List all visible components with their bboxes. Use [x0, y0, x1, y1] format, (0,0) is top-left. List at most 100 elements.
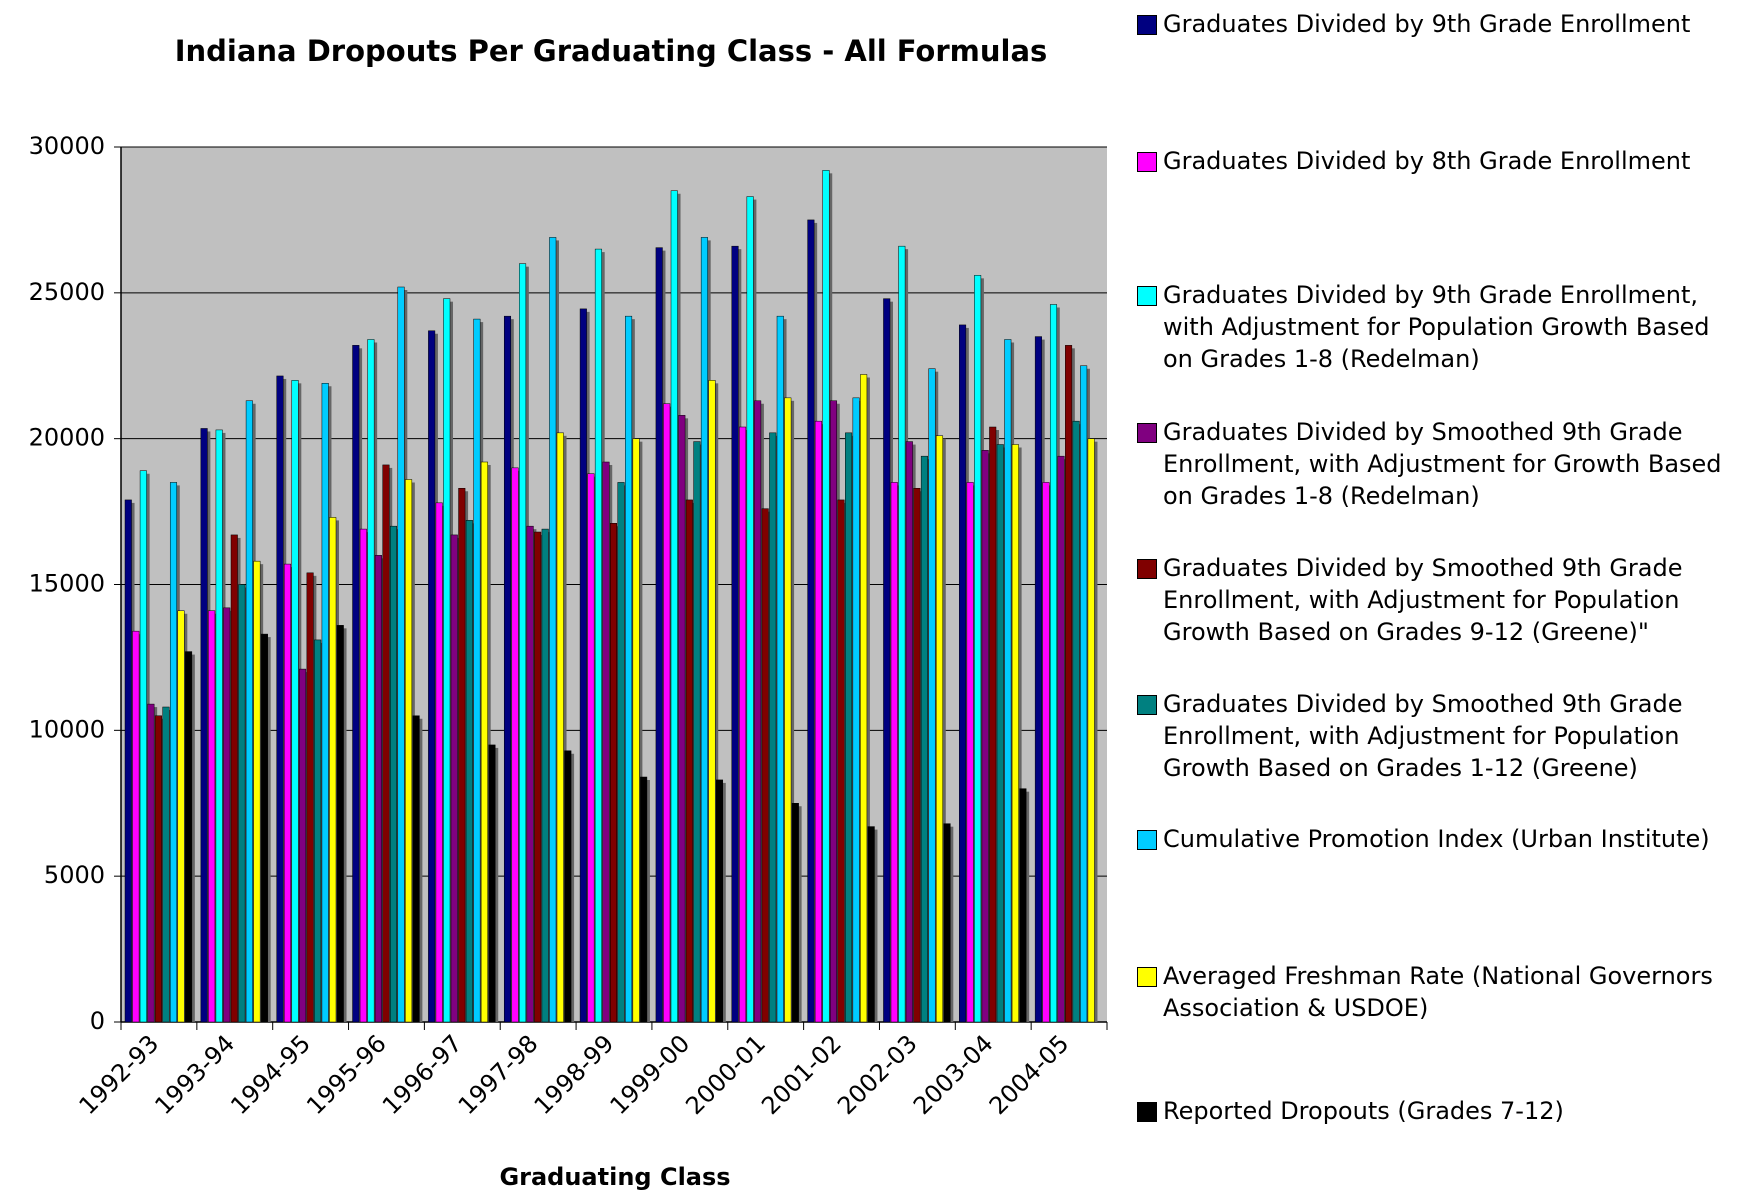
- x-tick-label: 2003-04: [908, 1029, 999, 1120]
- legend-label: Graduates Divided by Smoothed 9th Grade …: [1163, 418, 1722, 510]
- bar: [898, 245, 906, 1023]
- bar: [890, 482, 898, 1023]
- bar: [200, 428, 208, 1023]
- bar: [602, 461, 610, 1023]
- bar: [412, 715, 420, 1023]
- legend-item: Graduates Divided by Smoothed 9th Grade …: [1137, 688, 1733, 784]
- bar: [746, 196, 754, 1023]
- bar: [1019, 788, 1027, 1023]
- legend-item: Graduates Divided by Smoothed 9th Grade …: [1137, 552, 1733, 648]
- legend-item: Graduates Divided by 9th Grade Enrollmen…: [1137, 279, 1733, 375]
- legend-swatch: [1137, 423, 1157, 443]
- bar: [761, 508, 769, 1023]
- bar: [450, 534, 458, 1023]
- bar: [367, 339, 375, 1023]
- bar: [693, 441, 701, 1023]
- legend-swatch: [1137, 15, 1157, 35]
- y-tick-label: 30000: [29, 132, 105, 160]
- bar: [405, 479, 413, 1023]
- bar: [1065, 345, 1073, 1023]
- bar: [314, 639, 322, 1023]
- bar: [465, 520, 473, 1023]
- bar: [867, 826, 875, 1023]
- bar: [617, 482, 625, 1023]
- x-tick-label: 1999-00: [605, 1029, 696, 1120]
- x-tick-label: 1997-98: [453, 1029, 544, 1120]
- bar: [336, 625, 344, 1023]
- bar: [443, 298, 451, 1023]
- bar: [791, 803, 799, 1023]
- bar: [852, 397, 860, 1023]
- y-tick-label: 5000: [44, 861, 105, 889]
- bar: [245, 400, 253, 1023]
- bar: [238, 584, 246, 1023]
- bar: [230, 534, 238, 1023]
- x-tick-label: 2001-02: [756, 1029, 847, 1120]
- x-tick-label: 1993-94: [149, 1029, 240, 1120]
- bar: [959, 324, 967, 1023]
- legend-label: Averaged Freshman Rate (National Governo…: [1163, 962, 1713, 1022]
- bar: [177, 610, 185, 1023]
- bar: [374, 555, 382, 1023]
- bar: [754, 400, 762, 1023]
- bar: [974, 275, 982, 1023]
- legend-item: Graduates Divided by 9th Grade Enrollmen…: [1137, 8, 1733, 40]
- bar: [534, 531, 542, 1023]
- bar: [435, 502, 443, 1023]
- bar: [208, 610, 216, 1023]
- bar: [883, 298, 891, 1023]
- y-tick-label: 10000: [29, 715, 105, 743]
- legend-swatch: [1137, 152, 1157, 172]
- x-tick-label: 2002-03: [832, 1029, 923, 1120]
- bar: [632, 438, 640, 1023]
- bar: [329, 517, 337, 1023]
- bar: [981, 450, 989, 1023]
- bar: [352, 345, 360, 1023]
- bar: [549, 237, 557, 1023]
- bar: [473, 318, 481, 1023]
- bar: [935, 435, 944, 1023]
- bar: [700, 237, 708, 1023]
- bar: [458, 488, 466, 1023]
- x-tick-label: 1992-93: [74, 1029, 165, 1120]
- bar: [503, 315, 512, 1023]
- legend-item: Cumulative Promotion Index (Urban Instit…: [1137, 823, 1733, 855]
- bar: [731, 245, 739, 1023]
- bar: [253, 560, 261, 1023]
- bar: [587, 473, 595, 1023]
- bar: [784, 397, 792, 1023]
- bar: [807, 219, 815, 1023]
- bar: [299, 668, 307, 1023]
- bar: [480, 461, 488, 1023]
- x-tick-label: 1995-96: [301, 1029, 392, 1120]
- bar: [685, 499, 693, 1023]
- bar: [276, 375, 284, 1023]
- bar: [321, 383, 329, 1023]
- bar: [920, 455, 928, 1023]
- bar: [943, 823, 951, 1023]
- bar: [260, 633, 268, 1023]
- bar: [655, 247, 663, 1023]
- bar: [708, 380, 716, 1023]
- bar: [625, 315, 633, 1023]
- bar: [154, 715, 162, 1023]
- bar: [860, 374, 868, 1023]
- bar: [428, 330, 436, 1023]
- bar: [306, 572, 314, 1023]
- legend-item: Reported Dropouts (Grades 7-12): [1137, 1095, 1733, 1127]
- bar: [359, 528, 367, 1023]
- bar: [132, 630, 140, 1023]
- bar: [769, 432, 777, 1023]
- x-tick-label: 1994-95: [225, 1029, 316, 1120]
- bar: [928, 368, 936, 1023]
- x-tick-label: 2000-01: [680, 1029, 771, 1120]
- bar: [989, 426, 997, 1023]
- bar: [1011, 444, 1019, 1023]
- y-tick-label: 25000: [29, 278, 105, 306]
- x-tick-label: 1996-97: [377, 1029, 468, 1120]
- legend-label: Reported Dropouts (Grades 7-12): [1163, 1097, 1564, 1125]
- bar: [829, 400, 838, 1023]
- bar: [739, 426, 747, 1023]
